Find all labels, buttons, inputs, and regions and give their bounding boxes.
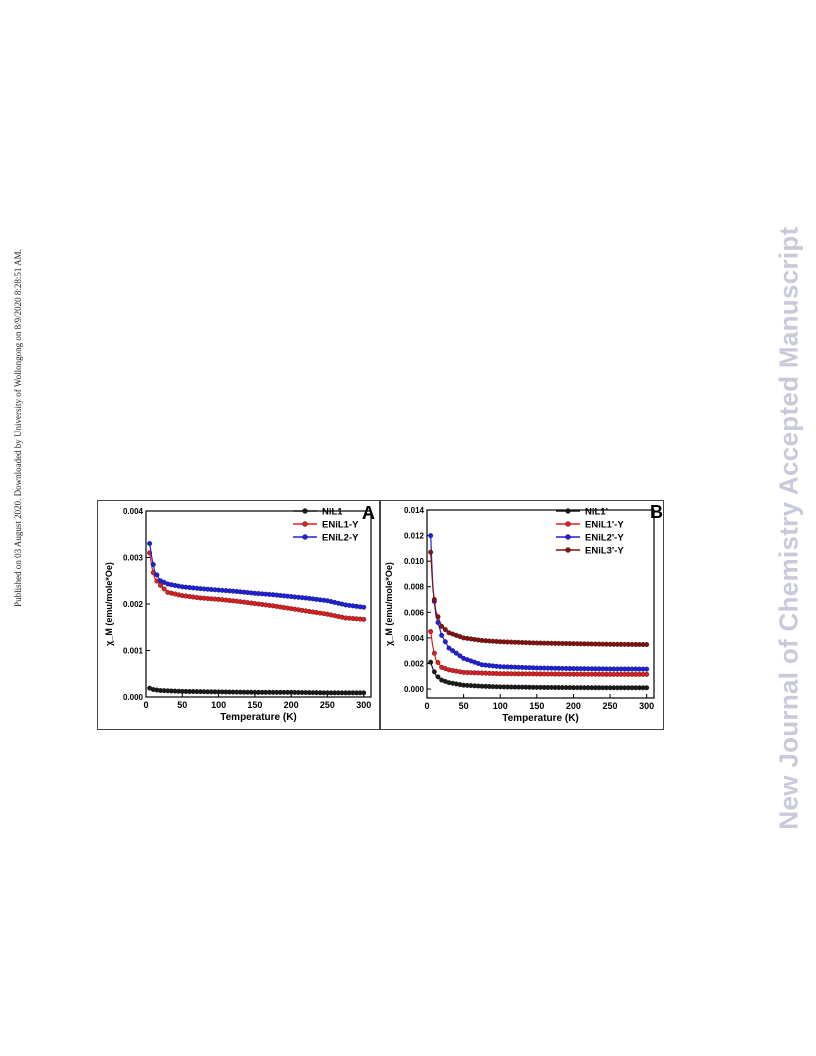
data-point: [435, 614, 441, 620]
legend-entry: ENiL1-Y: [322, 520, 359, 531]
series-NiL1: [147, 685, 367, 696]
x-tick-label: 100: [493, 701, 508, 711]
download-note-text: Published on 03 August 2020. Downloaded …: [13, 249, 23, 607]
y-tick-label: 0.000: [123, 693, 144, 702]
data-point: [644, 685, 650, 691]
legend-marker: [565, 508, 571, 514]
series-ENiL3'-Y: [428, 549, 650, 648]
legend-entry: ENiL2-Y: [322, 533, 359, 544]
data-point: [428, 659, 434, 665]
data-point: [446, 645, 452, 651]
x-tick-label: 50: [177, 700, 187, 710]
x-tick-label: 300: [639, 701, 654, 711]
x-tick-label: 150: [529, 701, 544, 711]
y-tick-label: 0.003: [123, 554, 144, 563]
series-ENiL1-Y: [147, 550, 367, 622]
y-tick-label: 0.010: [404, 557, 425, 566]
legend-entry: NiL1': [585, 507, 608, 518]
data-point: [439, 632, 445, 638]
chart-panel-b: 0 50 100 150 200 250 300 0.000 0.002 0.004 0.006 0.…: [380, 500, 664, 730]
x-tick-label: 150: [247, 700, 262, 710]
x-tick-label: 50: [459, 701, 469, 711]
x-tick-label: 300: [356, 700, 371, 710]
data-point: [435, 674, 441, 680]
data-point: [442, 627, 448, 633]
legend-marker: [302, 508, 308, 514]
legend-marker: [565, 547, 571, 553]
x-tick-label: 100: [211, 700, 226, 710]
y-tick-label: 0.014: [404, 506, 425, 515]
y-tick-label: 0.012: [404, 532, 425, 541]
legend-marker: [565, 521, 571, 527]
y-tick-label: 0.001: [123, 647, 144, 656]
data-point: [431, 597, 437, 602]
data-point: [147, 541, 153, 547]
data-point: [435, 660, 441, 665]
data-point: [361, 616, 367, 622]
x-tick-label: 0: [424, 701, 429, 711]
data-point: [428, 549, 434, 555]
data-point: [150, 561, 156, 567]
data-point: [428, 629, 434, 634]
panel-label: A: [362, 503, 375, 523]
panel-label: B: [650, 502, 663, 522]
chart-panel-a: 0 50 100 150 200 250 300 0.000 0.001 0.002 0.003 0.…: [97, 500, 380, 730]
data-point: [450, 648, 456, 654]
x-tick-label: 250: [320, 700, 335, 710]
series-ENiL1'-Y: [428, 629, 650, 677]
data-point: [457, 653, 463, 659]
x-tick-label: 0: [143, 700, 148, 710]
plot-frame: [426, 509, 655, 699]
data-point: [431, 669, 437, 675]
data-point: [428, 533, 434, 539]
legend-marker: [302, 521, 308, 527]
data-point: [154, 572, 160, 578]
data-point: [361, 690, 367, 696]
series-ENiL2'-Y: [428, 533, 650, 672]
data-point: [161, 586, 167, 592]
data-point: [644, 642, 650, 648]
data-point: [453, 650, 459, 656]
data-point: [431, 650, 437, 656]
y-tick-label: 0.008: [404, 583, 425, 592]
x-tick-label: 200: [566, 701, 581, 711]
y-axis-label: χ_M (emu/mole*Oe): [104, 562, 114, 646]
data-point: [361, 604, 367, 610]
series-line: [430, 552, 647, 646]
y-tick-label: 0.004: [404, 634, 425, 643]
x-axis-label: Temperature (K): [502, 713, 579, 724]
x-tick-label: 200: [284, 700, 299, 710]
y-tick-label: 0.004: [123, 507, 144, 516]
legend-entry: NiL1: [322, 507, 343, 518]
legend-marker: [565, 534, 571, 540]
y-tick-label: 0.002: [123, 600, 144, 609]
y-axis-label: χ_M (emu/mole*Oe): [384, 562, 394, 646]
y-tick-label: 0.000: [404, 685, 425, 694]
series-NiL1': [428, 659, 650, 691]
chart-a-svg: 0 50 100 150 200 250 300 0.000 0.001 0.002 0.003 0.…: [104, 503, 375, 723]
data-point: [442, 639, 448, 645]
data-point: [644, 671, 650, 677]
legend-entry: ENiL3'-Y: [585, 546, 624, 557]
chart-b-svg: 0 50 100 150 200 250 300 0.000 0.002 0.004 0.006 0.…: [384, 502, 663, 724]
y-tick-label: 0.002: [404, 659, 425, 668]
x-tick-label: 250: [603, 701, 618, 711]
legend-marker: [302, 534, 308, 540]
data-point: [644, 666, 650, 672]
journal-watermark-text: New Journal of Chemistry Accepted Manusc…: [773, 226, 804, 830]
x-axis-label: Temperature (K): [220, 712, 297, 723]
legend-entry: ENiL2'-Y: [585, 533, 624, 544]
series-ENiL2-Y: [147, 541, 367, 610]
data-point: [439, 623, 445, 629]
y-tick-label: 0.006: [404, 608, 425, 617]
legend-entry: ENiL1'-Y: [585, 520, 624, 531]
